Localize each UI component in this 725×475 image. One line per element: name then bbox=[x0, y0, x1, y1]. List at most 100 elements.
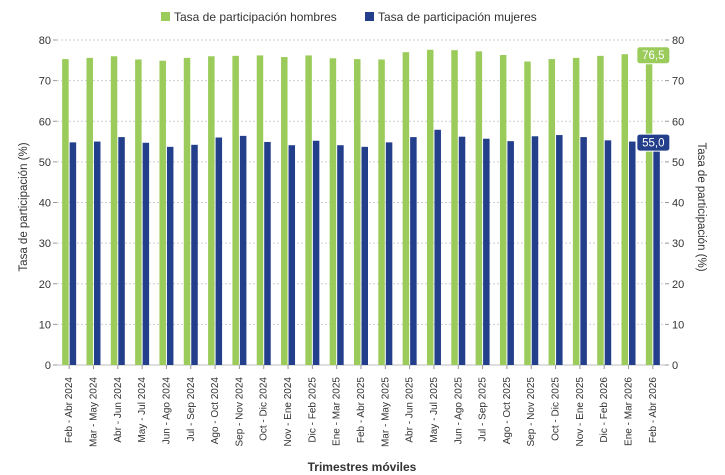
bar-mujeres bbox=[288, 145, 296, 365]
bar-mujeres bbox=[434, 129, 441, 365]
x-tick-label: Abr - Jun 2025 bbox=[405, 377, 416, 443]
y-tick-label-right: 10 bbox=[672, 319, 684, 331]
bar-mujeres bbox=[483, 138, 490, 365]
x-tick-label: Feb - Abr 2024 bbox=[64, 377, 75, 444]
x-tick-label: Sep - Nov 2024 bbox=[234, 377, 245, 447]
bar-mujeres bbox=[507, 141, 514, 365]
y-axis-title-right: Tasa de participación (%) bbox=[695, 142, 707, 271]
bar-mujeres bbox=[264, 141, 271, 365]
x-tick-label: May - Jul 2025 bbox=[429, 377, 440, 443]
x-tick-label: May - Jul 2024 bbox=[137, 377, 148, 443]
bar-hombres bbox=[572, 57, 580, 365]
y-tick-label-left: 0 bbox=[45, 360, 51, 372]
legend-label-mujeres: Tasa de participación mujeres bbox=[378, 10, 537, 24]
bar-hombres bbox=[110, 56, 118, 365]
bar-hombres bbox=[86, 57, 93, 365]
gridlines bbox=[57, 39, 665, 366]
bar-mujeres bbox=[653, 141, 660, 365]
x-tick-label: Dic - Feb 2025 bbox=[307, 377, 318, 443]
bar-hombres bbox=[645, 54, 653, 365]
x-tick-label: Jun - Ago 2024 bbox=[161, 377, 172, 445]
bar-mujeres bbox=[580, 137, 587, 365]
bar-hombres bbox=[305, 55, 312, 365]
bar-mujeres bbox=[361, 146, 368, 365]
bar-hombres bbox=[281, 57, 288, 365]
bar-hombres bbox=[256, 55, 264, 365]
bar-hombres bbox=[597, 55, 604, 365]
y-tick-label-left: 40 bbox=[39, 198, 51, 210]
x-tick-label: Jun - Ago 2025 bbox=[453, 377, 464, 445]
y-tick-label-right: 50 bbox=[672, 157, 684, 169]
y-tick-label-left: 70 bbox=[39, 76, 51, 88]
bar-mujeres bbox=[458, 136, 466, 365]
x-axis: Feb - Abr 2024 Mar - May 2024 Abr - Jun 20… bbox=[64, 365, 659, 447]
bar-hombres bbox=[378, 59, 385, 365]
bar-mujeres bbox=[556, 135, 563, 365]
bar-hombres bbox=[426, 49, 434, 365]
y-tick-label-left: 60 bbox=[39, 116, 51, 128]
bar-hombres bbox=[499, 55, 507, 365]
bar-mujeres bbox=[118, 137, 125, 365]
bar-mujeres bbox=[142, 142, 150, 365]
bar-mujeres bbox=[410, 137, 417, 365]
value-badge bbox=[636, 46, 671, 65]
legend-swatch-hombres bbox=[161, 12, 170, 21]
value-badge-label: 76,5 bbox=[642, 50, 664, 62]
x-tick-label: Feb - Abr 2026 bbox=[648, 377, 659, 444]
x-tick-label: Dic - Feb 2026 bbox=[599, 377, 610, 443]
x-tick-label: Jul - Sep 2025 bbox=[478, 377, 489, 442]
bar-mujeres bbox=[629, 141, 636, 365]
x-tick-label: Ago - Oct 2025 bbox=[502, 377, 513, 445]
x-tick-label: Nov - Ene 2025 bbox=[575, 377, 586, 447]
bar-hombres bbox=[208, 56, 215, 365]
bar-hombres bbox=[475, 51, 483, 365]
bar-hombres bbox=[621, 54, 629, 365]
y-tick-label-left: 10 bbox=[39, 319, 51, 331]
y-tick-label-left: 50 bbox=[39, 157, 51, 169]
y-tick-label-right: 80 bbox=[672, 35, 684, 47]
bar-mujeres bbox=[337, 145, 344, 365]
x-tick-label: Ene - Mar 2025 bbox=[332, 377, 343, 446]
x-tick-label: Mar - May 2024 bbox=[88, 377, 99, 447]
bar-hombres bbox=[548, 59, 556, 365]
x-axis-title: Trimestres móviles bbox=[308, 460, 417, 474]
legend-label-hombres: Tasa de participación hombres bbox=[174, 10, 337, 24]
bar-mujeres bbox=[69, 142, 77, 365]
bar-mujeres bbox=[239, 135, 247, 365]
bar-mujeres bbox=[166, 146, 174, 365]
bar-hombres bbox=[62, 59, 69, 365]
value-badge bbox=[636, 133, 671, 152]
value-badge-label: 55,0 bbox=[642, 138, 664, 150]
x-tick-label: Oct - Dic 2025 bbox=[551, 377, 562, 441]
y-tick-label-right: 20 bbox=[672, 279, 684, 291]
bar-mujeres bbox=[604, 140, 612, 365]
y-tick-label-right: 70 bbox=[672, 76, 684, 88]
x-tick-label: Sep - Nov 2025 bbox=[526, 377, 537, 447]
y-axis-left: 0 10 20 30 40 50 60 70 80 bbox=[39, 35, 57, 372]
bar-hombres bbox=[451, 50, 458, 365]
y-tick-label-left: 20 bbox=[39, 279, 51, 291]
bar-mujeres bbox=[215, 137, 223, 365]
x-tick-label: Ago - Oct 2024 bbox=[210, 377, 221, 445]
bar-hombres bbox=[524, 61, 531, 365]
legend-swatch-mujeres bbox=[365, 12, 374, 21]
y-axis-title-left: Tasa de participación (%) bbox=[18, 142, 30, 271]
y-tick-label-right: 40 bbox=[672, 198, 684, 210]
y-tick-label-left: 30 bbox=[39, 238, 51, 250]
x-tick-label: Abr - Jun 2024 bbox=[113, 377, 124, 443]
bar-hombres bbox=[402, 52, 410, 365]
bar-mujeres bbox=[312, 140, 320, 365]
bar-hombres bbox=[159, 60, 166, 365]
bars bbox=[62, 49, 660, 365]
x-tick-label: Nov - Ene 2024 bbox=[283, 377, 294, 447]
x-tick-label: Feb - Abr 2025 bbox=[356, 377, 367, 444]
legend: Tasa de participación hombres Tasa de pa… bbox=[161, 10, 537, 24]
y-axis-right: 0 10 20 30 40 50 60 70 80 bbox=[665, 35, 684, 372]
bar-hombres bbox=[135, 59, 142, 365]
x-tick-label: Mar - May 2025 bbox=[380, 377, 391, 447]
bar-hombres bbox=[183, 57, 191, 365]
annotations: 76,5 55,0 bbox=[636, 46, 671, 152]
x-tick-label: Ene - Mar 2026 bbox=[624, 377, 635, 446]
